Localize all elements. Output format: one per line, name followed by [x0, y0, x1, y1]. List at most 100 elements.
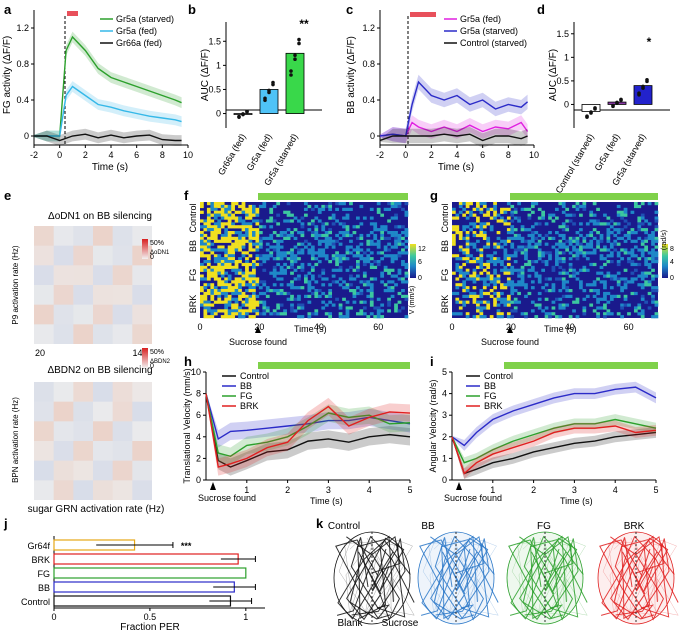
heat-cell-7-7-44 [603, 222, 607, 226]
heat-cell-3-6-5 [217, 219, 222, 223]
heat-cell-7-31-14 [500, 291, 504, 296]
heat-cell-3-37-1 [203, 309, 208, 313]
heat-cell-3-20-55 [390, 260, 395, 264]
heat-cell-7-15-23 [530, 245, 535, 249]
heat-cell-7-14-36 [575, 242, 580, 246]
heat-cell-3-11-35 [321, 233, 326, 238]
heat-cell-7-13-43 [599, 239, 604, 243]
heat-cell-3-18-16 [255, 254, 260, 258]
d-point-1-4 [615, 100, 619, 105]
heat-cell-7-27-56 [644, 280, 648, 284]
heat-cell-7-12-16 [506, 236, 511, 240]
heat-cell-3-6-26 [290, 219, 294, 223]
heat-cell-7-19-43 [599, 257, 604, 261]
heat-cell-7-19-30 [555, 257, 559, 261]
heat-cell-3-4-15 [252, 213, 256, 217]
heat-cell-7-12-3 [462, 236, 467, 240]
heat-cell-3-30-13 [245, 289, 249, 293]
heat-cell-3-32-19 [265, 294, 270, 298]
heat-cell-7-35-40 [589, 303, 594, 307]
k-track-1-5 [430, 535, 485, 621]
heat-cell-7-23-38 [582, 268, 587, 272]
heat-cell-7-14-37 [579, 242, 583, 246]
heat-cell-3-36-11 [238, 306, 242, 310]
heat-cell-3-2-20 [269, 207, 274, 211]
heat-cell-7-11-47 [613, 233, 618, 238]
heat-cell-3-20-9 [231, 260, 235, 264]
heat-cell-7-11-43 [599, 233, 604, 238]
heat-cell-3-19-41 [342, 257, 346, 261]
heat-cell-7-9-17 [510, 228, 515, 232]
heat-cell-7-15-14 [500, 245, 504, 249]
heat-cell-3-26-22 [276, 277, 281, 281]
heat-cell-7-38-29 [551, 312, 556, 316]
heat-cell-7-7-41 [592, 222, 597, 226]
heat-cell-7-31-42 [596, 291, 600, 296]
b-point-0-3 [237, 114, 241, 119]
heat-cell-3-15-38 [331, 245, 336, 249]
heat-cell-7-35-49 [620, 303, 624, 307]
heat-cell-7-17-12 [493, 251, 497, 255]
heat-cell-3-23-42 [345, 268, 350, 272]
heat-cell-7-31-1 [455, 291, 460, 296]
heat-cell-3-21-59 [404, 262, 409, 267]
heat-cell-3-35-29 [300, 303, 305, 307]
heat-cell-7-33-27 [544, 297, 549, 301]
heat-cell-3-20-5 [217, 260, 222, 264]
heat-cell-3-15-30 [304, 245, 308, 249]
heat-cell-7-16-56 [644, 248, 648, 252]
h-legend-label-4: BRK [240, 401, 259, 411]
heat-cell-7-28-19 [517, 283, 521, 287]
e-top-title: ΔoDN1 on BB silencing [48, 211, 152, 222]
e-cell-4-5-4 [112, 480, 133, 500]
heat-cell-3-30-23 [279, 289, 284, 293]
g-annotation: Sucrose found [481, 337, 539, 347]
heat-cell-3-9-14 [248, 228, 253, 232]
heat-cell-3-20-48 [366, 260, 371, 264]
heat-cell-3-15-56 [394, 245, 398, 249]
heat-cell-3-19-40 [338, 257, 343, 261]
heat-cell-3-32-44 [352, 294, 357, 298]
e-bottom-colorbar [142, 348, 148, 368]
heat-cell-3-1-7 [224, 204, 229, 209]
heat-cell-3-13-1 [203, 239, 208, 243]
heat-cell-3-9-16 [255, 228, 260, 232]
heat-cell-3-14-2 [206, 242, 211, 246]
heat-cell-3-8-12 [241, 225, 246, 229]
heat-cell-3-28-40 [338, 283, 343, 287]
heat-cell-3-2-37 [328, 207, 333, 211]
heat-cell-7-19-3 [462, 257, 467, 261]
heat-cell-3-36-56 [394, 306, 398, 310]
h-ytick-2: 4 [196, 432, 201, 442]
heat-cell-7-13-20 [520, 239, 525, 243]
heat-cell-3-32-16 [255, 294, 260, 298]
heat-cell-3-27-16 [255, 280, 260, 284]
heat-cell-3-16-44 [352, 248, 357, 252]
heat-cell-7-23-29 [551, 268, 556, 272]
heat-cell-7-16-33 [565, 248, 570, 252]
heat-cell-7-5-45 [606, 216, 611, 220]
heat-cell-3-2-8 [227, 207, 232, 211]
heat-cell-7-13-42 [596, 239, 600, 243]
heat-cell-3-24-6 [220, 271, 225, 275]
heat-cell-3-14-17 [258, 242, 263, 246]
heat-cell-7-12-41 [592, 236, 597, 240]
heat-cell-3-23-21 [272, 268, 277, 272]
heat-cell-3-33-54 [387, 297, 391, 301]
heat-cell-7-22-38 [582, 265, 587, 269]
heat-cell-3-0-12 [241, 202, 246, 206]
heat-cell-3-38-3 [210, 312, 215, 316]
heat-cell-3-33-59 [404, 297, 409, 301]
heat-cell-3-29-41 [342, 286, 346, 290]
heat-cell-7-23-2 [458, 268, 463, 272]
heat-cell-7-11-4 [465, 233, 470, 238]
heat-cell-7-10-45 [606, 231, 611, 235]
heat-cell-3-29-27 [293, 286, 298, 290]
heat-cell-3-22-59 [404, 265, 409, 269]
heat-cell-7-27-32 [561, 280, 566, 284]
h-xlabel: Time (s) [310, 496, 343, 506]
i-ytick-5: 5 [442, 367, 447, 377]
heat-cell-3-37-5 [217, 309, 222, 313]
a-legend: Gr5a (starved) Gr5a (fed) Gr66a (fed) [100, 14, 174, 48]
heat-cell-7-19-12 [493, 257, 497, 261]
